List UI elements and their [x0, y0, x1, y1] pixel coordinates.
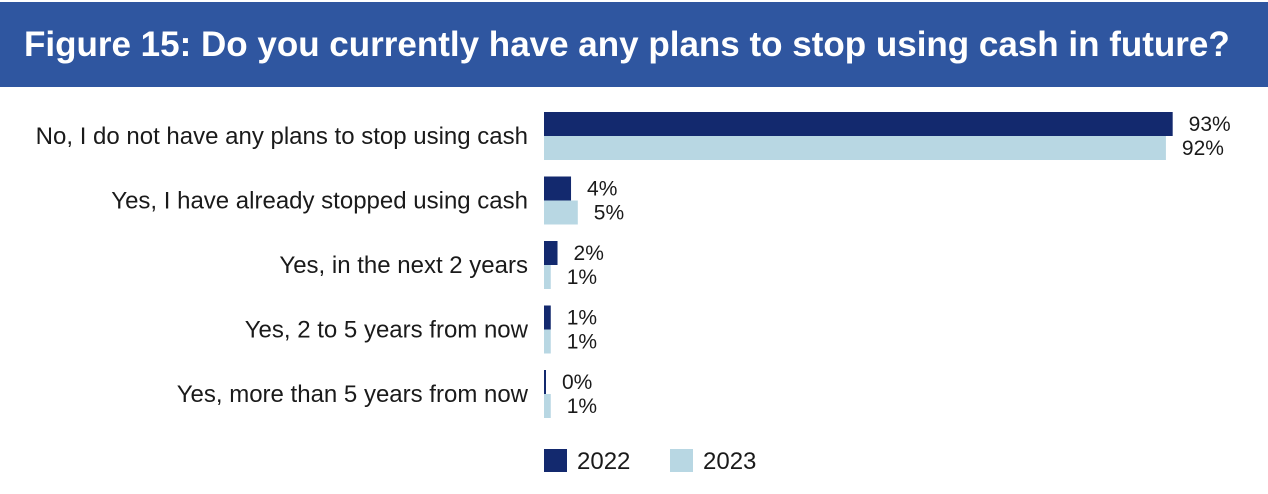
- legend-swatch-2022: [544, 449, 567, 472]
- category-label: Yes, more than 5 years from now: [177, 381, 529, 408]
- bar-2022: [544, 112, 1173, 136]
- bar-2022: [544, 241, 558, 265]
- data-label-2022: 93%: [1189, 113, 1231, 136]
- bar-2023: [544, 329, 551, 354]
- data-label-2022: 0%: [562, 371, 592, 394]
- category-label: Yes, 2 to 5 years from now: [245, 317, 529, 344]
- data-label-2023: 1%: [567, 266, 597, 289]
- bar-2022: [544, 305, 551, 330]
- legend-label-2022: 2022: [577, 448, 630, 475]
- data-label-2023: 1%: [567, 331, 597, 354]
- bar-2022: [544, 370, 546, 394]
- category-label: Yes, in the next 2 years: [279, 252, 528, 279]
- chart-title: Figure 15: Do you currently have any pla…: [24, 25, 1230, 64]
- data-label-2023: 92%: [1182, 137, 1224, 160]
- category-label: No, I do not have any plans to stop usin…: [36, 123, 528, 150]
- bar-2023: [544, 265, 551, 289]
- bar-2022: [544, 176, 572, 201]
- data-label-2022: 2%: [574, 242, 604, 265]
- bar-2023: [544, 394, 551, 418]
- data-label-2022: 1%: [567, 307, 597, 330]
- bar-2023: [544, 136, 1166, 160]
- title-banner: Figure 15: Do you currently have any pla…: [0, 2, 1268, 87]
- bar-2023: [544, 200, 578, 225]
- category-label: Yes, I have already stopped using cash: [111, 188, 528, 215]
- data-label-2022: 4%: [587, 178, 617, 201]
- legend-swatch-2023: [670, 449, 693, 472]
- data-label-2023: 1%: [567, 395, 597, 418]
- legend-label-2023: 2023: [703, 448, 756, 475]
- data-label-2023: 5%: [594, 202, 624, 225]
